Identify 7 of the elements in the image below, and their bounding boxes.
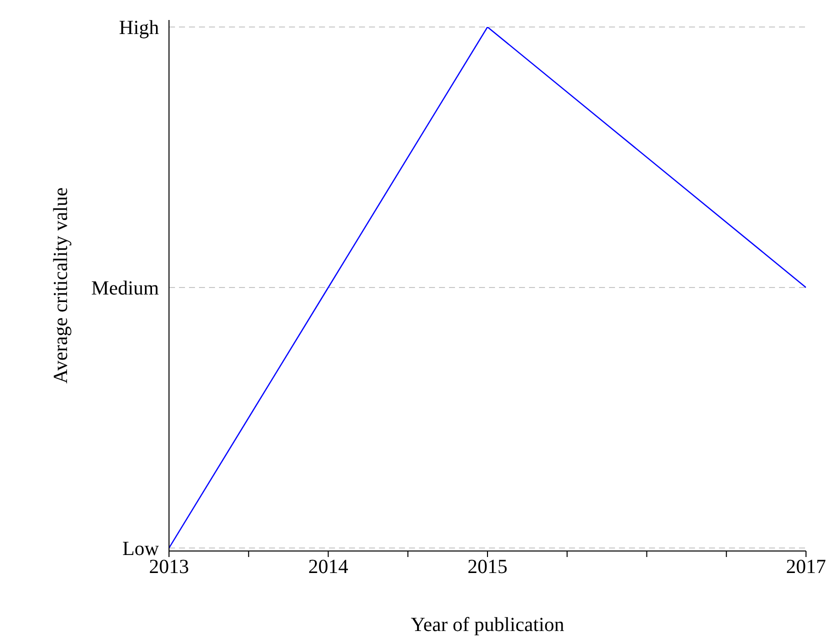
ref-line-label: Medium	[91, 278, 160, 300]
x-tick-label: 2015	[468, 556, 508, 578]
y-axis-title: Average criticality value	[50, 187, 72, 384]
x-tick-label: 2017	[786, 556, 826, 578]
x-axis-title: Year of publication	[410, 614, 564, 636]
x-tick-label: 2014	[308, 556, 348, 578]
ref-line-label: High	[119, 17, 159, 40]
